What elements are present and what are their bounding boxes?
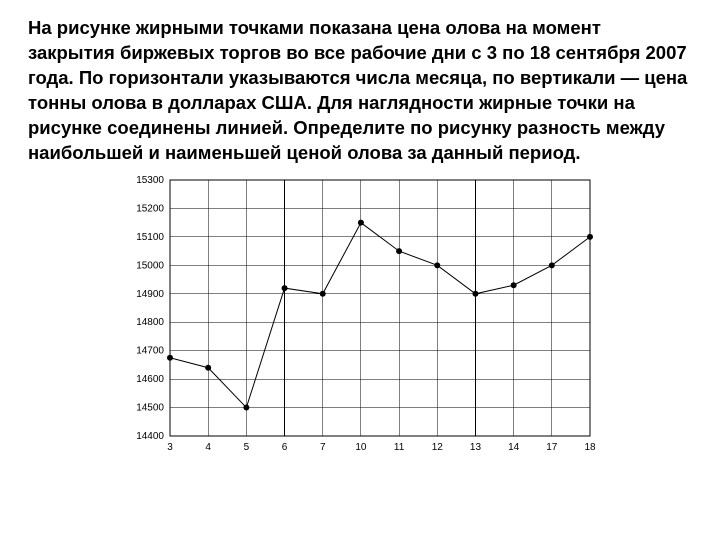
- svg-text:11: 11: [394, 442, 405, 453]
- svg-text:18: 18: [584, 442, 596, 453]
- svg-text:6: 6: [282, 442, 288, 453]
- svg-text:10: 10: [355, 442, 367, 453]
- svg-text:13: 13: [470, 442, 482, 453]
- chart-svg: 14400 14500 14600 14700 14800 14900 15000 15100…: [120, 170, 600, 460]
- svg-text:14400: 14400: [136, 431, 164, 442]
- line-chart: 14400 14500 14600 14700 14800 14900 15000 15100…: [120, 170, 600, 460]
- svg-text:15000: 15000: [136, 260, 164, 271]
- problem-statement: На рисунке жирными точками показана цена…: [28, 16, 692, 166]
- svg-text:15300: 15300: [136, 175, 164, 186]
- svg-text:17: 17: [546, 442, 558, 453]
- chart-container: 14400 14500 14600 14700 14800 14900 15000 15100…: [28, 170, 692, 460]
- svg-text:14600: 14600: [136, 374, 164, 385]
- svg-text:14700: 14700: [136, 345, 164, 356]
- page: На рисунке жирными точками показана цена…: [0, 0, 720, 468]
- svg-text:5: 5: [244, 442, 250, 453]
- svg-text:12: 12: [432, 442, 444, 453]
- svg-text:3: 3: [167, 442, 173, 453]
- svg-text:14: 14: [508, 442, 520, 453]
- svg-text:15200: 15200: [136, 203, 164, 214]
- svg-text:4: 4: [205, 442, 211, 453]
- svg-text:15100: 15100: [136, 232, 164, 243]
- svg-text:7: 7: [320, 442, 326, 453]
- svg-text:14900: 14900: [136, 289, 164, 300]
- svg-text:14500: 14500: [136, 402, 164, 413]
- svg-text:14800: 14800: [136, 317, 164, 328]
